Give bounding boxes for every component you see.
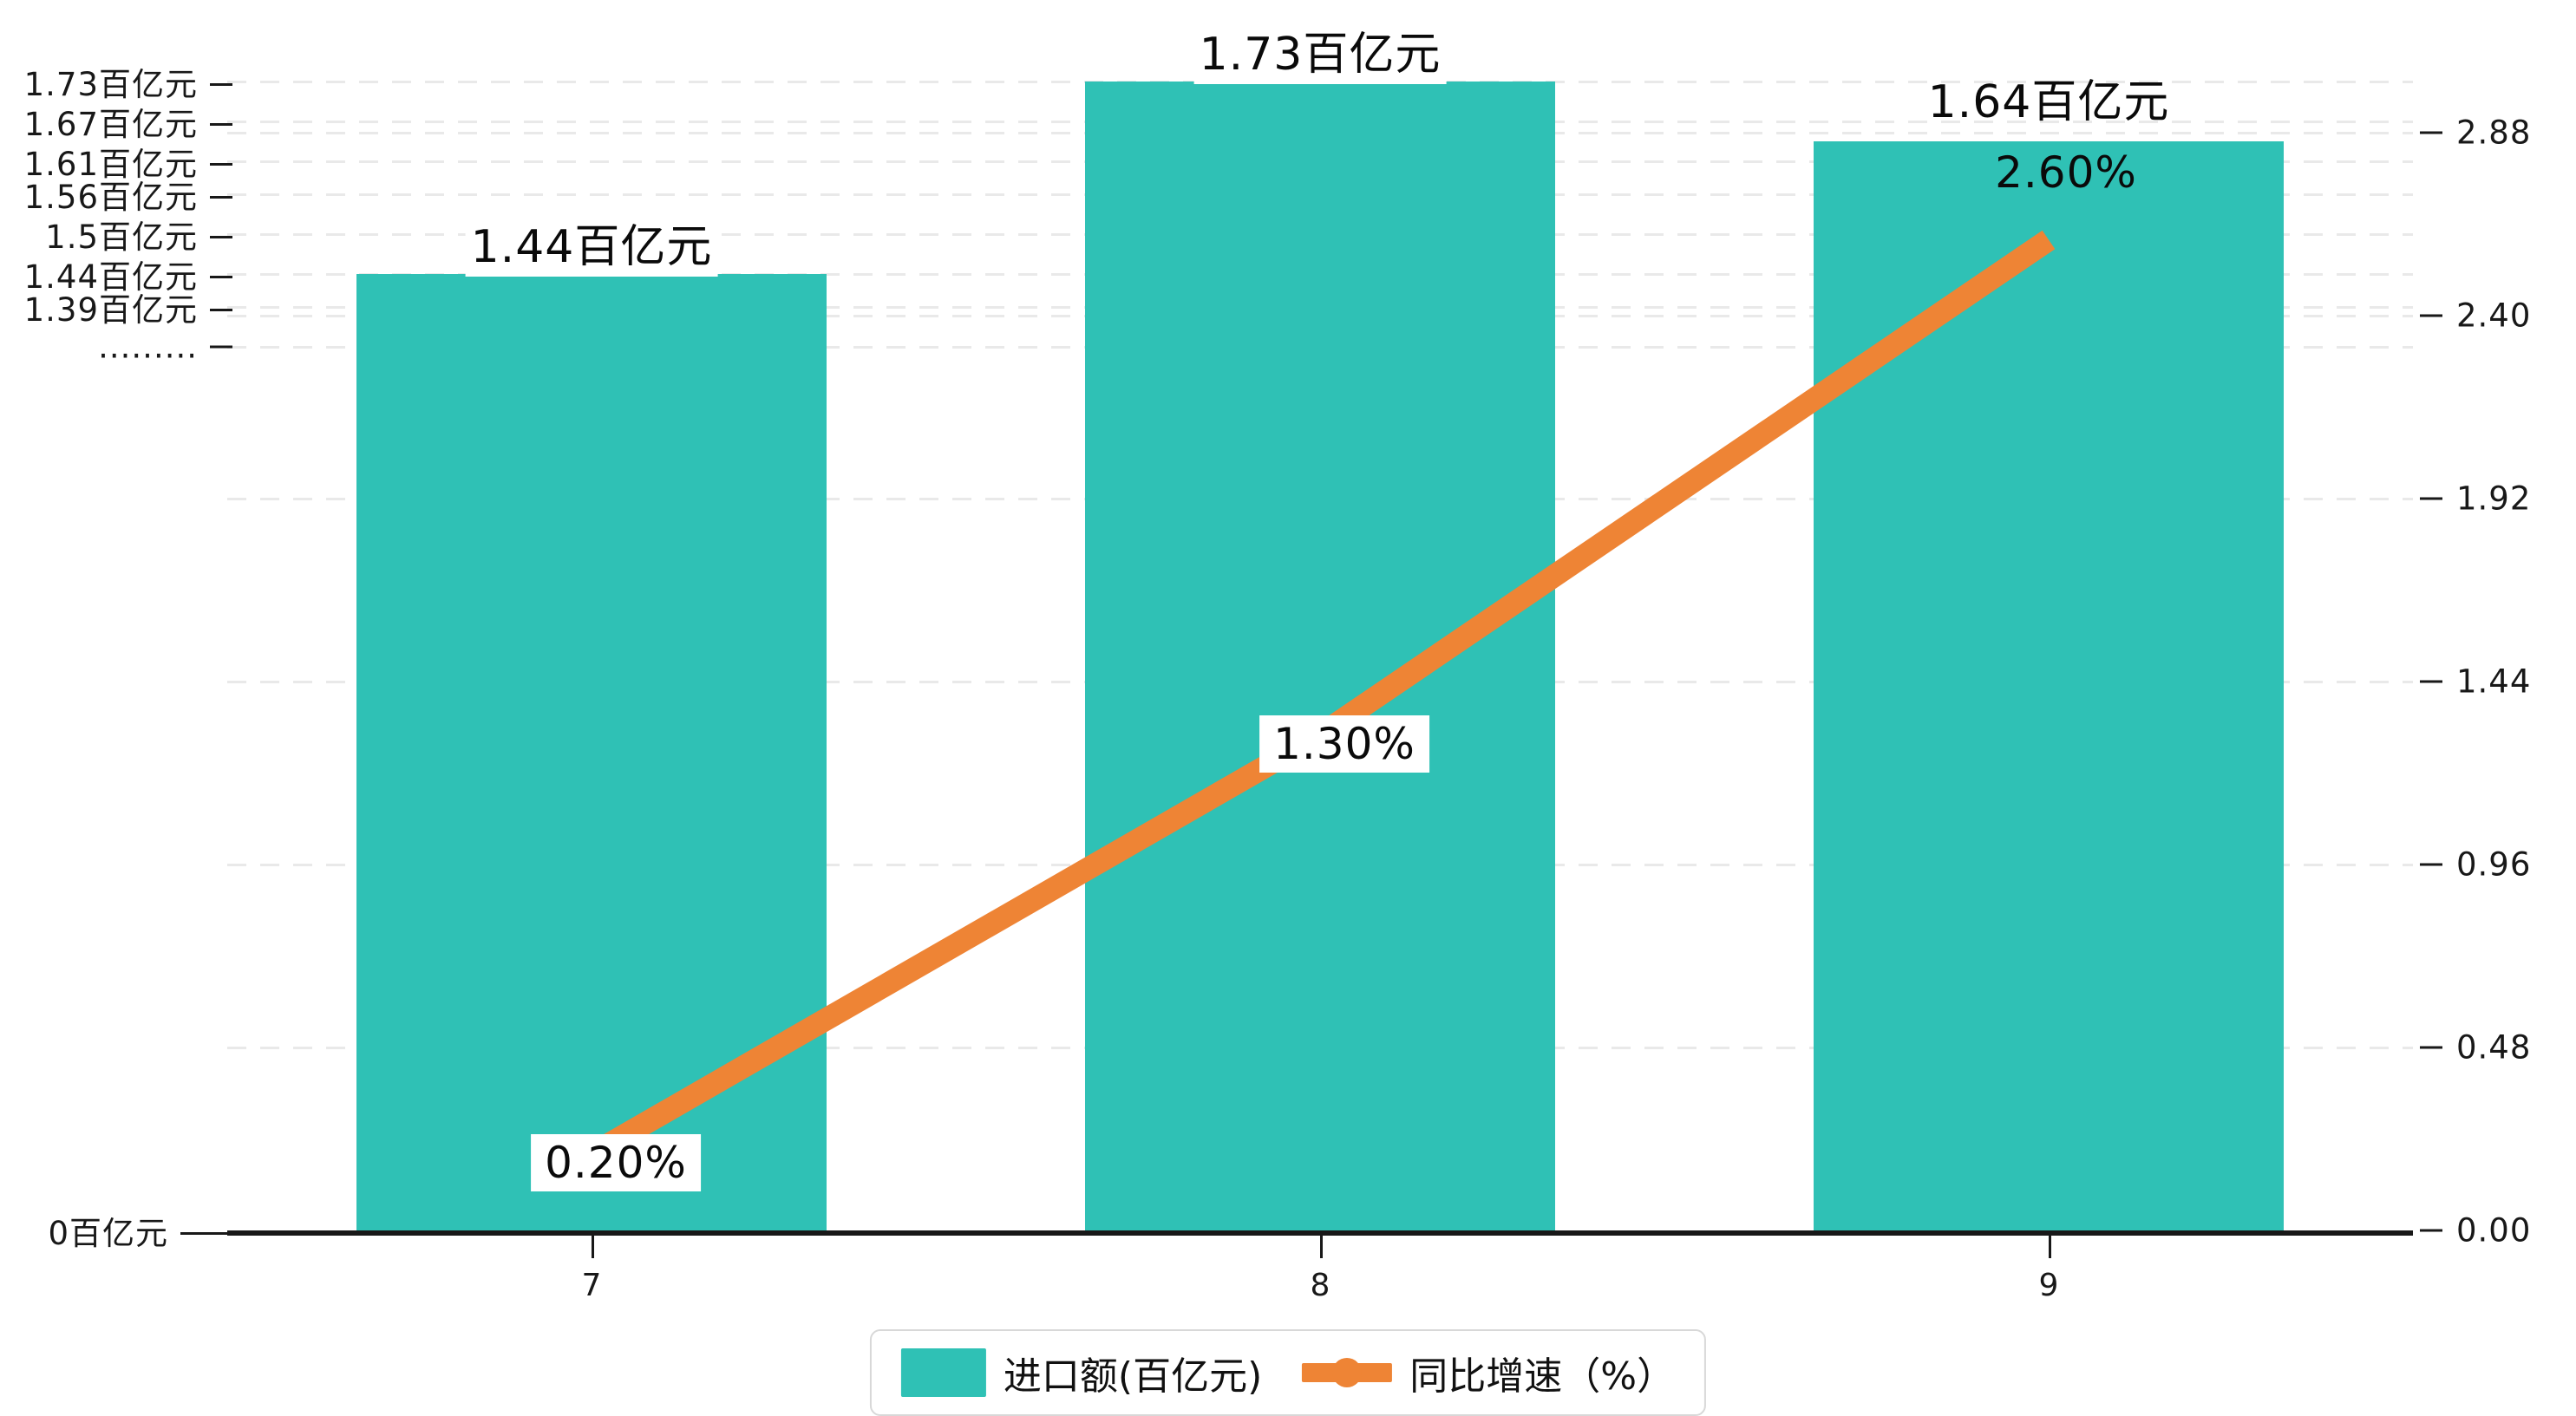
right-axis-tick-label: 1.92	[2420, 480, 2531, 518]
left-axis-tick-label: 1.5百亿元	[45, 211, 232, 258]
right-axis-tick-label: 0.00	[2420, 1212, 2531, 1250]
bar-value-label: 1.44百亿元	[465, 208, 718, 277]
right-axis-tick-label: 0.96	[2420, 846, 2531, 884]
right-axis-tick-label: 2.88	[2420, 114, 2531, 152]
left-axis-tick-label: 1.39百亿元	[24, 284, 232, 330]
line-value-label: 1.30%	[1259, 715, 1429, 773]
bar[interactable]	[1085, 81, 1555, 1230]
left-axis-tick-label: 1.67百亿元	[24, 98, 232, 145]
left-axis-tick-label: 0百亿元	[48, 1207, 232, 1254]
x-axis-line	[227, 1230, 2413, 1236]
bar[interactable]	[356, 274, 827, 1230]
legend-swatch-line-icon	[1302, 1348, 1393, 1397]
x-axis-tick-label: 7	[581, 1268, 602, 1303]
chart-legend[interactable]: 进口额(百亿元) 同比增速（%）	[869, 1329, 1707, 1416]
x-axis-tick-label: 9	[2038, 1268, 2059, 1303]
legend-item-line[interactable]: 同比增速（%）	[1302, 1345, 1675, 1400]
x-axis-tick	[2049, 1236, 2051, 1258]
left-axis-tick-label: 1.56百亿元	[24, 171, 232, 218]
bar-value-label: 1.73百亿元	[1193, 15, 1447, 84]
left-axis-tick-label: 1.44百亿元	[24, 251, 232, 297]
legend-item-bar[interactable]: 进口额(百亿元)	[900, 1345, 1263, 1400]
bar[interactable]	[1814, 140, 2284, 1230]
left-axis-tick-label: .........	[98, 329, 232, 366]
x-axis-tick-label: 8	[1310, 1268, 1330, 1303]
right-axis-tick-label: 0.48	[2420, 1029, 2531, 1067]
line-value-label: 0.20%	[531, 1134, 701, 1192]
legend-label-line: 同比增速（%）	[1409, 1354, 1676, 1399]
x-axis-tick	[592, 1236, 594, 1258]
right-axis-tick-label: 1.44	[2420, 663, 2531, 701]
left-axis-tick-label: 1.61百亿元	[24, 138, 232, 185]
right-axis-tick-label: 2.40	[2420, 297, 2531, 335]
x-axis-tick	[1320, 1236, 1323, 1258]
legend-label-bar: 进口额(百亿元)	[1003, 1354, 1263, 1399]
legend-swatch-bar-icon	[900, 1348, 986, 1397]
left-axis-tick-label: 1.73百亿元	[24, 58, 232, 105]
bar-value-label: 1.64百亿元	[1927, 75, 2170, 128]
line-value-label: 2.60%	[1995, 147, 2137, 198]
